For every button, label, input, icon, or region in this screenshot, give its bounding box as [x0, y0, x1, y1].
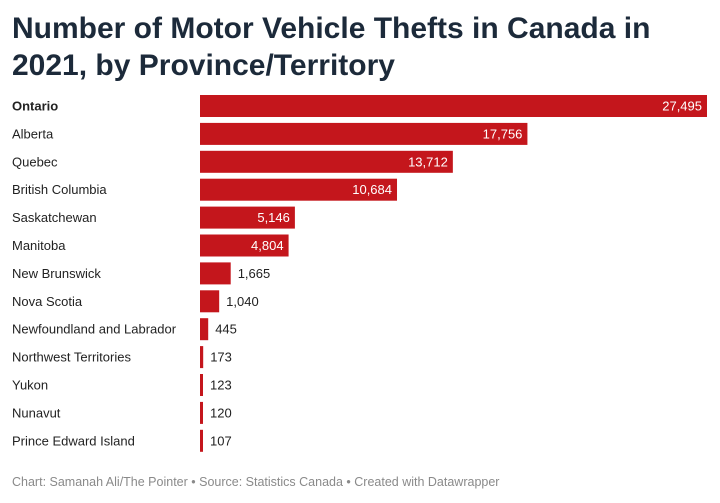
value-label: 173: [210, 350, 232, 365]
category-label: Saskatchewan: [12, 210, 97, 225]
category-label: Northwest Territories: [12, 350, 131, 365]
category-label: Prince Edward Island: [12, 433, 135, 448]
value-label: 4,804: [251, 238, 284, 253]
bar: [200, 318, 209, 341]
category-label: Newfoundland and Labrador: [12, 322, 177, 337]
bar-rows: Ontario 27,495 Alberta 17,756 Quebec 13,712 Br…: [12, 95, 707, 452]
value-label: 445: [215, 322, 237, 337]
value-label: 27,495: [662, 99, 702, 114]
bar: [200, 290, 220, 313]
category-label: Nunavut: [12, 405, 61, 420]
value-label: 5,146: [257, 210, 290, 225]
value-label: 13,712: [408, 154, 448, 169]
value-label: 107: [210, 433, 232, 448]
category-label: Alberta: [12, 126, 54, 141]
category-label: New Brunswick: [12, 266, 101, 281]
value-label: 123: [210, 378, 232, 393]
bar: [200, 374, 203, 396]
category-label: Ontario: [12, 99, 58, 114]
bar: [200, 429, 203, 452]
bar: [200, 401, 203, 424]
category-label: British Columbia: [12, 182, 107, 197]
value-label: 17,756: [483, 126, 523, 141]
category-label: Manitoba: [12, 238, 66, 253]
bar: [200, 234, 289, 257]
category-label: Yukon: [12, 378, 48, 393]
category-label: Nova Scotia: [12, 294, 83, 309]
bar: [200, 346, 204, 369]
value-label: 120: [210, 405, 232, 420]
bar: [200, 150, 453, 173]
value-label: 10,684: [352, 182, 392, 197]
value-label: 1,040: [226, 294, 259, 309]
value-label: 1,665: [238, 266, 271, 281]
bar-chart: Ontario 27,495 Alberta 17,756 Quebec 13,712 Br…: [12, 95, 707, 452]
chart-footer: Chart: Samanah Ali/The Pointer • Source:…: [12, 475, 500, 489]
bar: [200, 206, 295, 229]
chart-title: Number of Motor Vehicle Thefts in Canada…: [12, 12, 651, 82]
bar: [200, 262, 231, 285]
bar: [200, 122, 528, 145]
category-label: Quebec: [12, 154, 58, 169]
bar: [200, 95, 707, 117]
bar: [200, 178, 398, 201]
